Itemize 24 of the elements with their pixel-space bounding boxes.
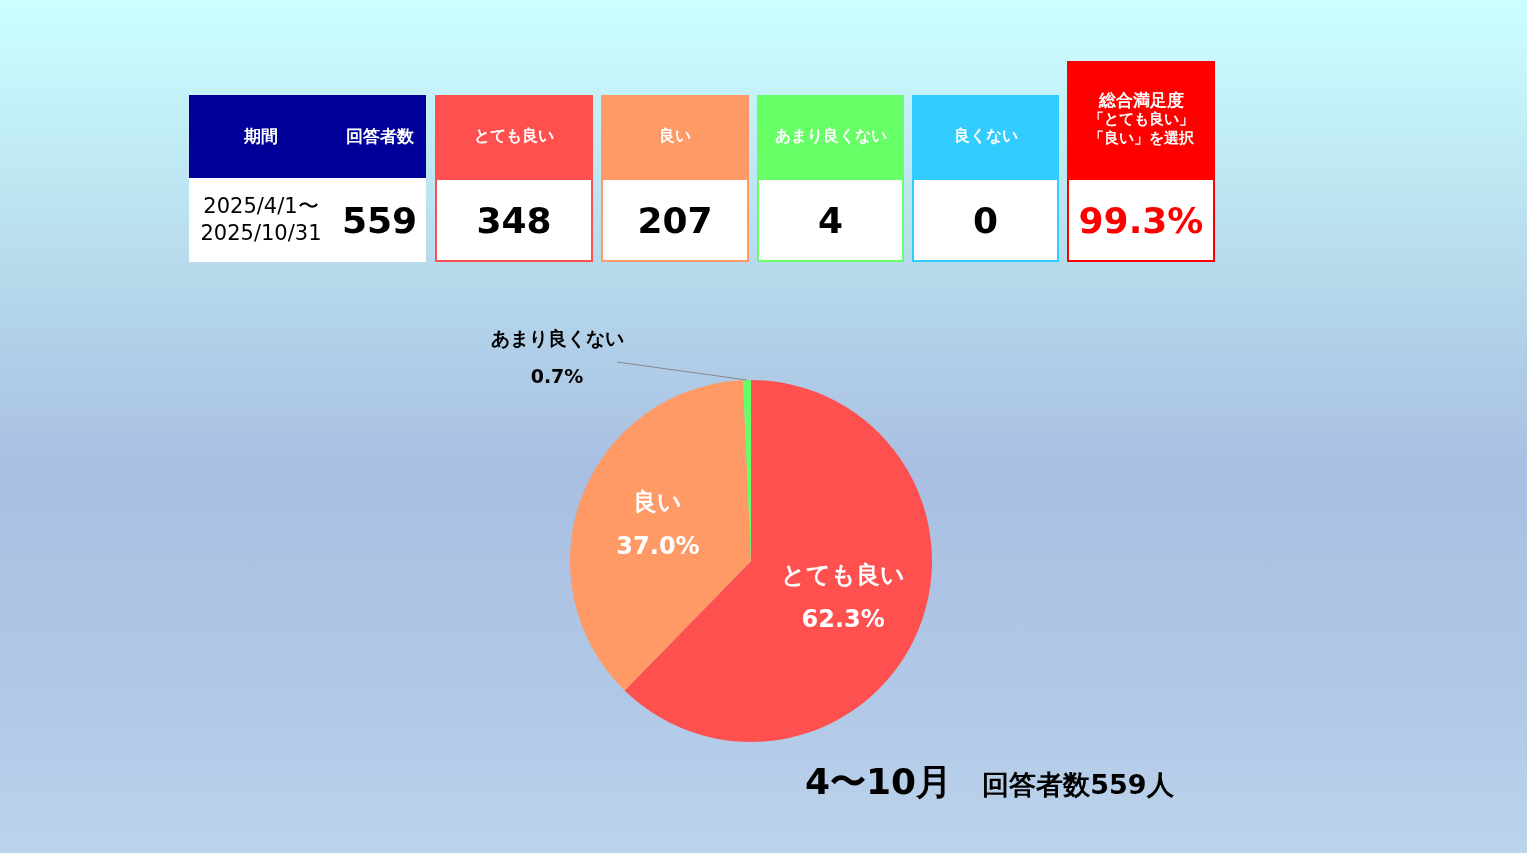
text: 348	[435, 178, 593, 262]
text: 4〜10月	[805, 761, 953, 802]
slice-label: とても良い	[781, 560, 906, 589]
text: 559	[333, 178, 426, 262]
category-label: あまり良くない	[774, 126, 887, 145]
data-label: 62.3%	[801, 604, 885, 633]
text: 「とても良い」	[1088, 110, 1194, 129]
text: 99.3%	[1067, 178, 1215, 262]
category-label: とても良い	[474, 126, 554, 145]
text: 0	[912, 178, 1059, 262]
slice-label: 良い	[633, 487, 683, 516]
text: 「良い」を選択	[1088, 129, 1194, 148]
data-label: 0.7%	[530, 364, 584, 387]
text: 207	[601, 178, 749, 262]
data-label: 37.0%	[616, 531, 700, 560]
text: 回答者数559人	[982, 769, 1174, 800]
text: 回答者数	[333, 95, 426, 178]
category-label: 良い	[659, 126, 691, 145]
text: 期間	[189, 95, 333, 178]
text: 2025/4/1〜 2025/10/31	[189, 178, 333, 262]
category-label: 良くない	[953, 126, 1018, 145]
text: 総合満足度	[1098, 90, 1184, 110]
text: 4	[757, 178, 904, 262]
slice-label: あまり良くない	[490, 326, 624, 349]
